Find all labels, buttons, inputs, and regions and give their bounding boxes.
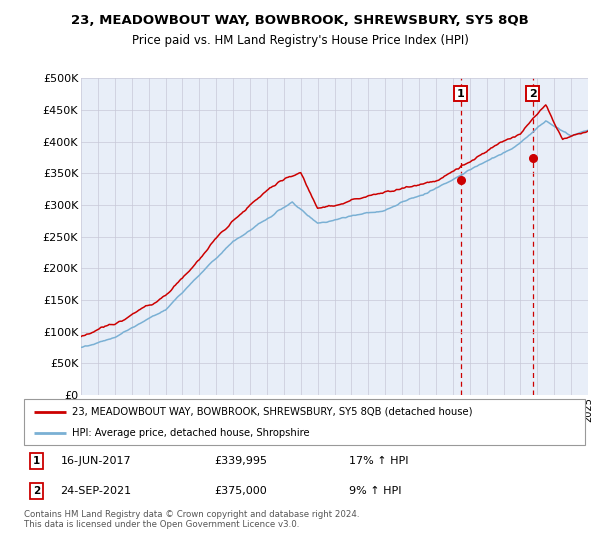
Text: 23, MEADOWBOUT WAY, BOWBROOK, SHREWSBURY, SY5 8QB: 23, MEADOWBOUT WAY, BOWBROOK, SHREWSBURY… bbox=[71, 14, 529, 27]
Text: 17% ↑ HPI: 17% ↑ HPI bbox=[349, 456, 409, 466]
Text: 16-JUN-2017: 16-JUN-2017 bbox=[61, 456, 131, 466]
FancyBboxPatch shape bbox=[24, 399, 585, 445]
Text: 1: 1 bbox=[457, 88, 464, 99]
Text: 2: 2 bbox=[33, 486, 40, 496]
Text: £375,000: £375,000 bbox=[215, 486, 268, 496]
Text: Contains HM Land Registry data © Crown copyright and database right 2024.
This d: Contains HM Land Registry data © Crown c… bbox=[24, 510, 359, 529]
Text: 24-SEP-2021: 24-SEP-2021 bbox=[61, 486, 131, 496]
Text: Price paid vs. HM Land Registry's House Price Index (HPI): Price paid vs. HM Land Registry's House … bbox=[131, 34, 469, 46]
Text: 1: 1 bbox=[33, 456, 40, 466]
Text: HPI: Average price, detached house, Shropshire: HPI: Average price, detached house, Shro… bbox=[71, 428, 310, 438]
Text: 2: 2 bbox=[529, 88, 536, 99]
Text: 9% ↑ HPI: 9% ↑ HPI bbox=[349, 486, 402, 496]
Text: £339,995: £339,995 bbox=[215, 456, 268, 466]
Text: 23, MEADOWBOUT WAY, BOWBROOK, SHREWSBURY, SY5 8QB (detached house): 23, MEADOWBOUT WAY, BOWBROOK, SHREWSBURY… bbox=[71, 407, 472, 417]
